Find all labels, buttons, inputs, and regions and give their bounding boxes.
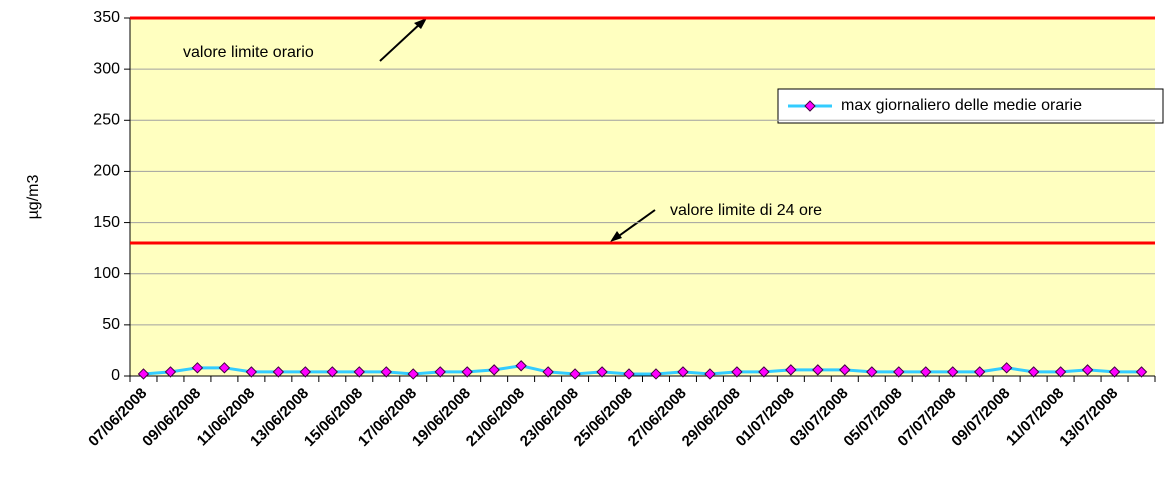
y-tick-label: 350 xyxy=(93,9,120,26)
legend-box xyxy=(777,88,1164,124)
legend-label: max giornaliero delle medie orarie xyxy=(841,97,1082,114)
x-tick-label: 09/07/2008 xyxy=(948,385,1013,450)
y-tick-label: 100 xyxy=(93,265,120,282)
data-point xyxy=(893,366,905,378)
y-tick-label: 50 xyxy=(102,316,120,333)
data-point xyxy=(272,366,285,378)
annotation: valore limite di 24 ore xyxy=(670,202,822,219)
data-point xyxy=(218,362,231,374)
data-point xyxy=(569,368,581,380)
data-point xyxy=(920,366,932,378)
legend-marker xyxy=(804,100,816,112)
data-point xyxy=(785,364,797,376)
data-point xyxy=(731,366,743,378)
data-point xyxy=(866,366,878,378)
data-point xyxy=(137,368,150,380)
data-point xyxy=(839,364,851,376)
annotation-arrow xyxy=(379,21,423,62)
data-point xyxy=(245,366,258,378)
data-point xyxy=(1135,366,1148,378)
data-point xyxy=(623,368,635,380)
data-point xyxy=(1108,366,1121,378)
data-point xyxy=(515,360,527,372)
y-tick-label: 200 xyxy=(93,163,120,180)
y-tick-label: 150 xyxy=(93,214,120,231)
data-point xyxy=(380,366,392,378)
data-point xyxy=(353,366,365,378)
annotation: valore limite orario xyxy=(183,44,314,61)
y-tick-label: 0 xyxy=(111,367,120,384)
arrow-head xyxy=(414,18,427,29)
data-point xyxy=(812,364,824,376)
legend: max giornaliero delle medie orarie xyxy=(777,88,1164,124)
data-point xyxy=(488,364,500,376)
data-point xyxy=(326,366,339,378)
data-point xyxy=(704,368,716,380)
data-point xyxy=(1081,364,1094,376)
plot-area xyxy=(130,18,1155,376)
x-tick-label: 13/07/2008 xyxy=(1056,385,1121,450)
y-axis-label: µg/m3 xyxy=(25,175,42,220)
data-point xyxy=(946,366,959,378)
arrow-head xyxy=(610,231,622,242)
data-point xyxy=(164,366,177,378)
x-tick-label: 09/06/2008 xyxy=(139,385,204,450)
data-point xyxy=(1054,366,1067,378)
data-point xyxy=(973,366,986,378)
data-point xyxy=(299,366,312,378)
data-point xyxy=(1000,362,1013,374)
data-point xyxy=(596,366,608,378)
data-point xyxy=(461,366,473,378)
data-point xyxy=(677,366,689,378)
annotation-arrow xyxy=(615,209,656,239)
y-tick-label: 250 xyxy=(93,112,120,129)
data-point xyxy=(191,362,204,374)
data-point xyxy=(758,366,770,378)
data-point xyxy=(434,366,446,378)
data-point xyxy=(407,368,419,380)
y-tick-label: 300 xyxy=(93,60,120,77)
data-point xyxy=(650,368,662,380)
data-point xyxy=(542,366,554,378)
data-point xyxy=(1027,366,1040,378)
